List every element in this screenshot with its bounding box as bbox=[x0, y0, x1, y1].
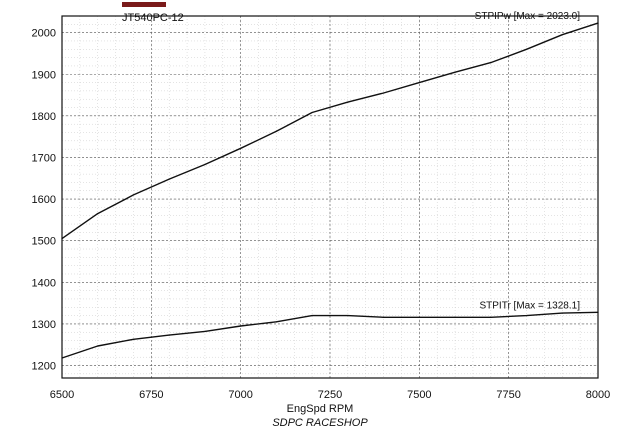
series-1-point bbox=[97, 213, 99, 215]
series-2-point bbox=[418, 316, 420, 318]
series-2-point bbox=[490, 316, 492, 318]
series-1-point bbox=[168, 178, 170, 180]
series-1-point bbox=[204, 163, 206, 166]
series-1-point bbox=[561, 34, 563, 36]
major-grid bbox=[62, 16, 598, 378]
y-tick-label: 1400 bbox=[32, 277, 56, 289]
y-tick-label: 2000 bbox=[32, 28, 56, 40]
series-line-1 bbox=[61, 22, 599, 240]
series-2-point bbox=[61, 357, 63, 359]
series-1-point bbox=[525, 48, 528, 50]
series-1-point bbox=[347, 101, 349, 103]
series-2-point bbox=[525, 314, 528, 317]
x-tick-label: 7250 bbox=[318, 389, 342, 401]
y-tick-label: 1500 bbox=[32, 236, 56, 248]
y-tick-label: 1900 bbox=[32, 69, 56, 81]
series-line-2 bbox=[61, 311, 599, 359]
chart-footer: SDPC RACESHOP bbox=[272, 417, 368, 427]
x-tick-label: 6500 bbox=[50, 389, 74, 401]
series-2-point bbox=[97, 345, 99, 347]
legend-label: JT540PC-12 bbox=[122, 12, 184, 24]
y-tick-label: 1800 bbox=[32, 111, 56, 123]
legend-swatch bbox=[122, 2, 166, 7]
series-layer: STPIPw [Max = 2023.0] STPITr [Max = 1328.… bbox=[61, 11, 599, 359]
series-1-point bbox=[61, 238, 63, 240]
series-2-point bbox=[454, 316, 456, 318]
y-tick-label: 1300 bbox=[32, 319, 56, 331]
y-tick-label: 1600 bbox=[32, 194, 56, 206]
series-label-1: STPIPw [Max = 2023.0] bbox=[475, 11, 581, 22]
series-2-point bbox=[597, 311, 599, 313]
series-1-point bbox=[597, 22, 599, 24]
series-2-point bbox=[275, 321, 277, 323]
x-tick-label: 7000 bbox=[228, 389, 252, 401]
series-1-point bbox=[454, 71, 456, 73]
series-1-point bbox=[240, 147, 242, 149]
series-1-point bbox=[311, 111, 313, 114]
x-axis-title: EngSpd RPM bbox=[287, 403, 354, 415]
series-2-point bbox=[383, 316, 385, 318]
series-1-point bbox=[490, 62, 492, 64]
x-tick-label: 8000 bbox=[586, 389, 610, 401]
x-tick-label: 7500 bbox=[407, 389, 431, 401]
series-1-point bbox=[132, 194, 135, 196]
series-2-point bbox=[347, 314, 349, 317]
series-1-point bbox=[275, 130, 277, 132]
series-2-point bbox=[561, 312, 563, 314]
x-tick-label: 7750 bbox=[496, 389, 520, 401]
series-1-point bbox=[418, 81, 420, 84]
series-2-point bbox=[168, 334, 170, 336]
y-tick-label: 1700 bbox=[32, 152, 56, 164]
series-label-2: STPITr [Max = 1328.1] bbox=[479, 300, 580, 311]
series-1-point bbox=[383, 92, 385, 94]
series-2-point bbox=[132, 338, 135, 340]
series-2-point bbox=[204, 330, 206, 332]
series-2-point bbox=[311, 314, 313, 317]
y-axis-ticks: 1200 1300 1400 1500 1600 1700 1800 1900 2000 bbox=[32, 28, 56, 373]
x-tick-label: 6750 bbox=[139, 389, 163, 401]
plot-frame bbox=[61, 15, 599, 379]
y-tick-label: 1200 bbox=[32, 361, 56, 373]
series-2-point bbox=[240, 325, 242, 327]
x-axis-ticks: 6500 6750 7000 7250 7500 7750 8000 bbox=[50, 389, 610, 401]
